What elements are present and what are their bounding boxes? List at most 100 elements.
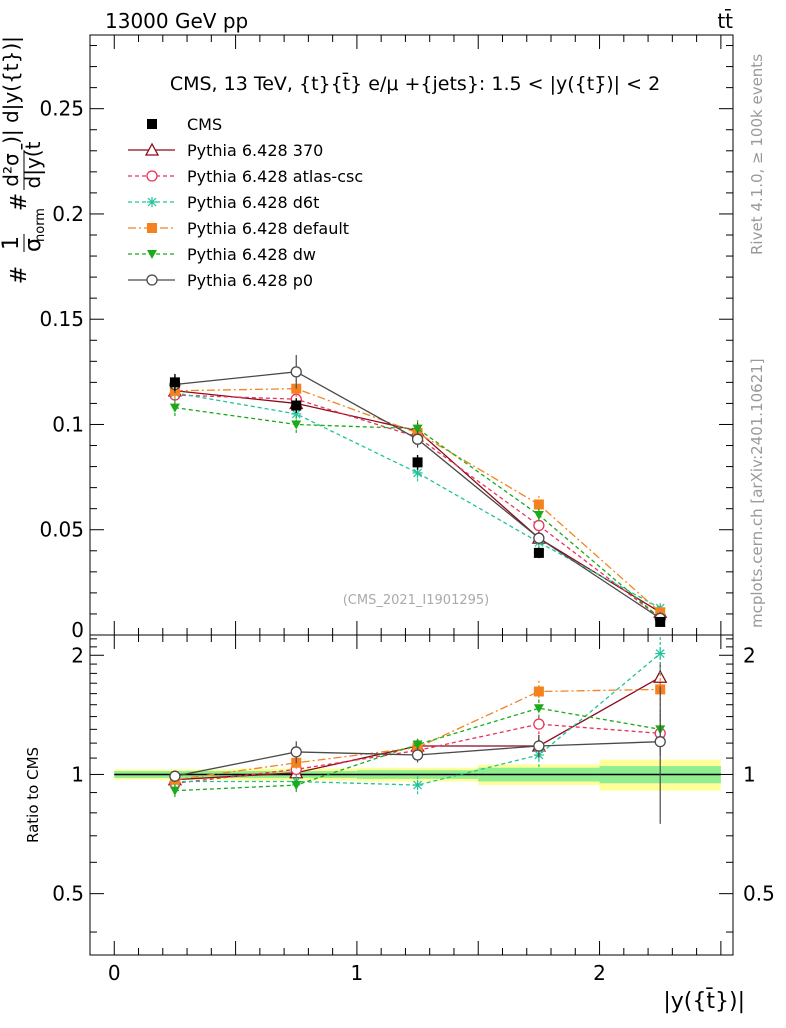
- data-point: [411, 433, 424, 445]
- x-axis-label: |y({t̄})|: [663, 988, 745, 1014]
- ratio-frame: [89, 634, 734, 956]
- legend-marker: [144, 142, 160, 156]
- rivet-label: Rivet 4.1.0, ≥ 100k events: [748, 54, 766, 255]
- legend-marker: [146, 170, 158, 182]
- ratio-point: [412, 780, 423, 791]
- x-tick-label: 1: [351, 961, 364, 985]
- series-2: [169, 384, 666, 614]
- x-tick-label: 2: [593, 961, 606, 985]
- ratio-point: [291, 781, 302, 791]
- watermark: (CMS_2021_I1901295): [343, 593, 490, 608]
- legend-marker: [147, 250, 157, 259]
- header-left: 13000 GeV pp: [105, 9, 248, 33]
- series-5: [169, 355, 666, 625]
- ratio-line: [174, 707, 661, 792]
- ratio-panel: 0.5 0.5 1 1 2 2 0 1 2: [52, 634, 775, 985]
- data-point: [412, 424, 423, 434]
- legend-entry: Pythia 6.428 default: [128, 219, 349, 238]
- data-point: [291, 420, 302, 430]
- y-tick-label: 0: [71, 618, 84, 642]
- series-line: [174, 388, 661, 613]
- ratio-tick-label: 2: [71, 643, 84, 667]
- series-0: [167, 382, 668, 618]
- legend-label: Pythia 6.428 dw: [187, 245, 316, 264]
- data-point: [412, 457, 423, 468]
- data-point: [655, 616, 666, 627]
- legend-entry: Pythia 6.428 dw: [128, 245, 316, 264]
- data-point: [533, 519, 545, 532]
- ratio-point: [533, 704, 544, 714]
- ratio-point: [411, 749, 424, 761]
- ratio-tick-label-right: 0.5: [743, 882, 775, 906]
- data-point: [412, 467, 423, 478]
- legend-marker: [147, 119, 157, 129]
- mcplots-label: mcplots.cern.ch [arXiv:2401.10621]: [748, 358, 766, 628]
- series-line: [174, 371, 661, 619]
- legend-label: Pythia 6.428 p0: [187, 271, 313, 290]
- ratio-point: [412, 740, 423, 750]
- ratio-series-5: [169, 686, 666, 824]
- header-right: tt̄: [717, 8, 733, 33]
- legend-marker: [146, 274, 158, 286]
- data-point: [290, 366, 302, 378]
- svg-text:d|y(t̄: d|y(t̄: [20, 141, 45, 188]
- legend-entry: Pythia 6.428 370: [128, 141, 323, 160]
- data-point: [533, 547, 544, 558]
- ratio-point: [533, 718, 545, 730]
- svg-text:#: #: [7, 193, 32, 211]
- svg-text:)| d|y({t})|: )| d|y({t})|: [0, 36, 23, 144]
- legend-label: Pythia 6.428 atlas-csc: [187, 167, 363, 186]
- data-point: [533, 499, 544, 510]
- ratio-point: [654, 736, 666, 748]
- legend-entry: CMS: [147, 115, 222, 134]
- legend-marker: [147, 197, 157, 207]
- ratio-line: [174, 723, 661, 784]
- y-tick-label: 0.05: [39, 518, 84, 542]
- y-tick-label: 0.2: [52, 202, 84, 226]
- ratio-point: [169, 786, 180, 796]
- svg-text:σ: σ: [21, 238, 46, 252]
- ratio-point: [169, 770, 181, 782]
- x-tick-label: 0: [108, 961, 121, 985]
- main-panel: CMS, 13 TeV, {t}{t̄} e/μ +{jets}: 1.5 < …: [39, 34, 734, 642]
- ratio-line: [174, 676, 661, 781]
- data-point: [169, 377, 180, 388]
- data-point: [291, 400, 302, 411]
- svg-text:d²σ: d²σ: [0, 153, 23, 187]
- ratio-tick-label: 1: [71, 762, 84, 786]
- legend-entry: Pythia 6.428 p0: [128, 271, 313, 290]
- y-tick-label: 0.25: [39, 97, 84, 121]
- ratio-point: [653, 669, 668, 683]
- ratio-tick-label-right: 1: [743, 762, 756, 786]
- legend-marker: [147, 223, 157, 233]
- ratio-point: [290, 746, 302, 758]
- y-tick-label: 0.1: [52, 412, 84, 436]
- plot-title: CMS, 13 TeV, {t}{t̄} e/μ +{jets}: 1.5 < …: [170, 71, 660, 95]
- ratio-line: [174, 653, 661, 786]
- cms-data: [169, 373, 666, 627]
- svg-text:1: 1: [0, 236, 24, 250]
- legend: CMS Pythia 6.428 370 Pythia 6.428 atlas-cs…: [128, 115, 363, 290]
- series-3: [169, 380, 666, 618]
- main-ylabel: # 1 σ norm # d²σ d|y(t̄ )| d|y({t})|: [0, 36, 48, 284]
- ratio-point: [533, 740, 545, 752]
- data-point: [533, 511, 544, 520]
- series-4: [169, 399, 666, 624]
- legend-label: Pythia 6.428 d6t: [187, 193, 319, 212]
- ratio-point: [533, 686, 544, 697]
- legend-entry: Pythia 6.428 atlas-csc: [128, 167, 363, 186]
- legend-entry: Pythia 6.428 d6t: [128, 193, 319, 212]
- legend-label: Pythia 6.428 default: [187, 219, 349, 238]
- ratio-ylabel: Ratio to CMS: [24, 747, 42, 843]
- legend-label: Pythia 6.428 370: [187, 141, 323, 160]
- data-point: [533, 532, 545, 544]
- ratio-tick-label-right: 2: [743, 643, 756, 667]
- data-point: [169, 403, 180, 413]
- svg-text:norm: norm: [33, 208, 48, 242]
- legend-label: CMS: [187, 115, 222, 134]
- ratio-tick-label: 0.5: [52, 882, 84, 906]
- ratio-point: [655, 648, 666, 659]
- svg-text:#: #: [7, 266, 32, 284]
- y-tick-label: 0.15: [39, 307, 84, 331]
